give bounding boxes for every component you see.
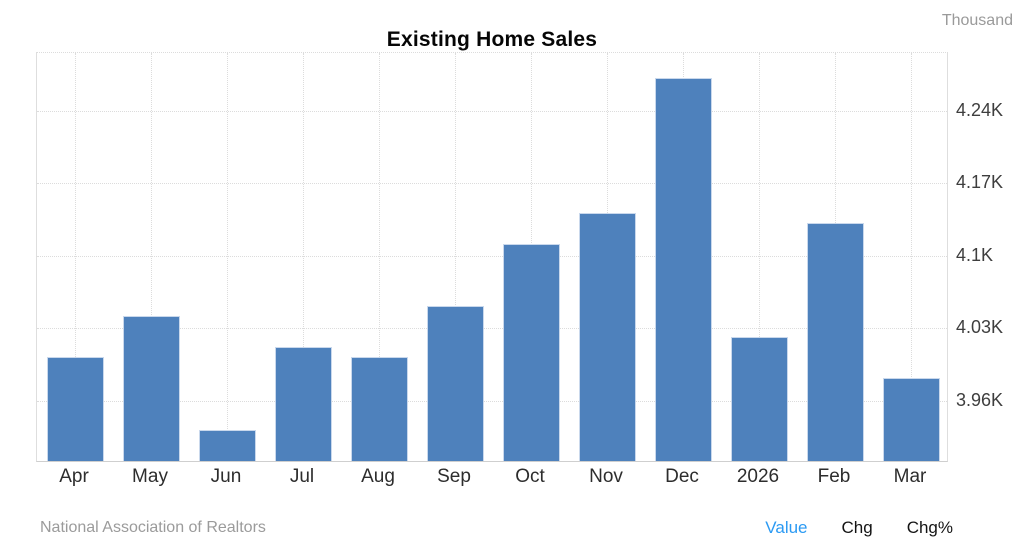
x-gridline bbox=[303, 53, 304, 461]
option-value[interactable]: Value bbox=[765, 518, 808, 537]
bar-jun[interactable] bbox=[198, 429, 256, 461]
axis-unit-label: Thousand bbox=[941, 12, 1013, 29]
y-tick-label: 4.1K bbox=[956, 244, 994, 265]
y-gridline bbox=[37, 183, 947, 185]
option-chg[interactable]: Chg bbox=[841, 518, 873, 537]
x-tick-label: Jun bbox=[210, 466, 242, 487]
bar-apr[interactable] bbox=[46, 357, 104, 461]
x-gridline bbox=[911, 53, 912, 461]
x-tick-label: Jul bbox=[289, 466, 315, 487]
source-label: National Association of Realtors bbox=[40, 519, 266, 536]
x-gridline bbox=[379, 53, 380, 461]
y-gridline bbox=[37, 328, 947, 330]
x-tick-label: Apr bbox=[59, 466, 89, 487]
bar-jul[interactable] bbox=[274, 347, 332, 461]
y-gridline bbox=[37, 110, 947, 112]
y-tick-label: 3.96K bbox=[956, 389, 1004, 410]
bar-sep[interactable] bbox=[426, 305, 484, 461]
x-gridline bbox=[227, 53, 228, 461]
bar-dec[interactable] bbox=[654, 77, 712, 461]
x-tick-label: Mar bbox=[893, 466, 927, 487]
bar-nov[interactable] bbox=[578, 212, 636, 461]
bar-may[interactable] bbox=[122, 316, 180, 461]
x-gridline bbox=[455, 53, 456, 461]
x-tick-label: Nov bbox=[589, 466, 623, 487]
plot-area bbox=[36, 52, 948, 462]
x-tick-label: 2026 bbox=[736, 466, 780, 487]
y-tick-label: 4.17K bbox=[956, 172, 1004, 193]
series-toggle-group: Value Chg Chg% bbox=[765, 518, 953, 538]
x-tick-label: May bbox=[132, 466, 168, 487]
x-gridline bbox=[759, 53, 760, 461]
x-tick-label: Sep bbox=[437, 466, 471, 487]
bar-feb[interactable] bbox=[806, 222, 864, 461]
x-tick-label: Oct bbox=[515, 466, 545, 487]
bar-oct[interactable] bbox=[502, 243, 560, 461]
chart-title: Existing Home Sales bbox=[386, 28, 598, 51]
x-gridline bbox=[151, 53, 152, 461]
y-gridline bbox=[37, 400, 947, 402]
y-tick-label: 4.03K bbox=[956, 317, 1004, 338]
bar-mar[interactable] bbox=[882, 378, 940, 461]
bar-aug[interactable] bbox=[350, 357, 408, 461]
y-tick-label: 4.24K bbox=[956, 99, 1004, 120]
x-tick-label: Feb bbox=[817, 466, 851, 487]
option-chgpct[interactable]: Chg% bbox=[906, 518, 953, 537]
y-gridline bbox=[37, 255, 947, 257]
x-gridline bbox=[75, 53, 76, 461]
bar-2026[interactable] bbox=[730, 336, 788, 461]
x-tick-label: Dec bbox=[665, 466, 699, 487]
x-tick-label: Aug bbox=[361, 466, 395, 487]
